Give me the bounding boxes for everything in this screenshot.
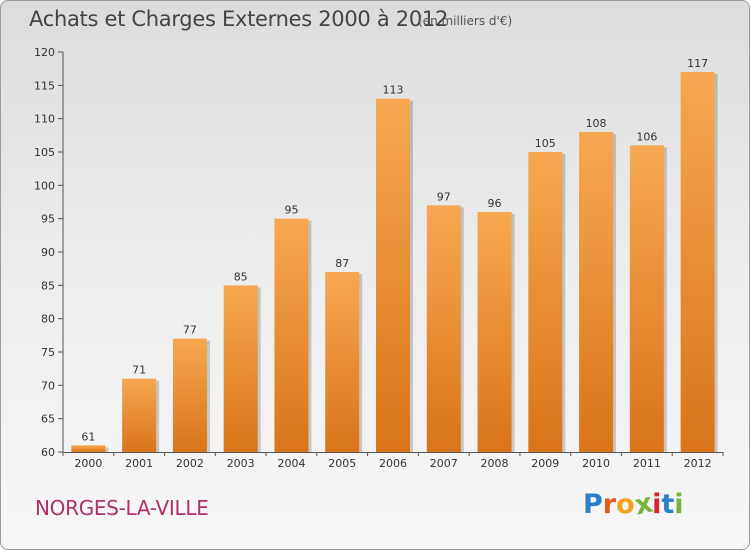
value-label-2003: 85 (234, 270, 248, 283)
value-label-2006: 113 (383, 84, 404, 97)
proxiti-logo[interactable]: Proxiti (583, 488, 684, 522)
value-label-2010: 108 (586, 117, 607, 130)
bar-2005[interactable] (325, 272, 360, 452)
bar-2006[interactable] (376, 98, 410, 453)
logo-letter: i (674, 489, 684, 520)
value-label-2004: 95 (284, 204, 298, 217)
logo-letter: r (602, 489, 617, 520)
chart-unit-subtitle: (en milliers d'€) (418, 14, 513, 28)
x-tick-label-2003: 2003 (227, 457, 255, 470)
logo-letter: t (661, 489, 675, 520)
bar-2012[interactable] (680, 72, 715, 452)
y-tick-label-75: 75 (41, 346, 55, 359)
value-label-2007: 97 (437, 190, 451, 203)
y-tick-label-85: 85 (41, 279, 55, 292)
y-tick-label-120: 120 (34, 46, 55, 59)
value-label-2009: 105 (535, 137, 556, 150)
y-tick-label-65: 65 (41, 413, 55, 426)
bar-2009[interactable] (528, 152, 563, 452)
y-tick-label-110: 110 (34, 113, 55, 126)
x-tick-label-2006: 2006 (379, 457, 407, 470)
y-tick-label-70: 70 (41, 379, 55, 392)
value-label-2008: 96 (488, 197, 502, 210)
x-tick-label-2008: 2008 (481, 457, 509, 470)
bar-2001[interactable] (122, 378, 157, 452)
logo-letter: P (583, 489, 603, 520)
bar-2010[interactable] (579, 132, 614, 452)
y-tick-label-100: 100 (34, 179, 55, 192)
value-label-2000: 61 (81, 430, 95, 443)
bar-2003[interactable] (223, 285, 258, 452)
y-tick-label-105: 105 (34, 146, 55, 159)
bars-layer: 61 71 77 85 95 87 113 97 96 105 108 106 117 (71, 57, 718, 453)
y-tick-label-60: 60 (41, 446, 55, 459)
axis-layer: 2000 2001 2002 2003 2004 2005 2006 2007 2008 2009… (34, 46, 724, 470)
y-tick-label-95: 95 (41, 213, 55, 226)
logo-letter: i (652, 489, 662, 520)
bar-2008[interactable] (477, 212, 512, 452)
x-tick-label-2005: 2005 (328, 457, 356, 470)
x-tick-label-2010: 2010 (582, 457, 610, 470)
x-tick-label-2002: 2002 (176, 457, 204, 470)
value-label-2012: 117 (687, 57, 708, 70)
x-tick-label-2011: 2011 (633, 457, 661, 470)
x-tick-label-2007: 2007 (430, 457, 458, 470)
value-label-2001: 71 (132, 364, 146, 377)
y-tick-label-90: 90 (41, 246, 55, 259)
y-tick-label-80: 80 (41, 313, 55, 326)
x-tick-label-2009: 2009 (531, 457, 559, 470)
x-tick-label-2001: 2001 (125, 457, 153, 470)
value-label-2005: 87 (335, 257, 349, 270)
logo-letter: o (616, 489, 635, 520)
bar-2002[interactable] (172, 338, 207, 452)
chart-title: Achats et Charges Externes 2000 à 2012 (29, 7, 449, 31)
value-label-2011: 106 (636, 130, 657, 143)
bar-2000[interactable] (71, 445, 106, 452)
x-tick-label-2012: 2012 (684, 457, 712, 470)
city-name: NORGES-LA-VILLE (35, 496, 209, 520)
x-tick-label-2000: 2000 (74, 457, 102, 470)
x-tick-label-2004: 2004 (277, 457, 305, 470)
bar-2007[interactable] (426, 205, 461, 452)
bar-2011[interactable] (629, 145, 664, 453)
value-label-2002: 77 (183, 324, 197, 337)
y-tick-label-115: 115 (34, 79, 55, 92)
bar-2004[interactable] (274, 218, 309, 452)
